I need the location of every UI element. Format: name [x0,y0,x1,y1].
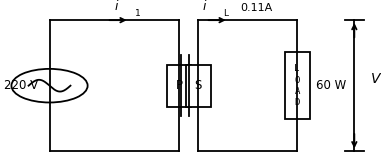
Text: $i$: $i$ [114,0,120,13]
Text: L: L [295,64,300,73]
Bar [285,52,309,119]
Text: D: D [295,98,300,107]
Text: S: S [194,79,202,92]
Text: 0.11A: 0.11A [240,3,272,13]
Text: $V$: $V$ [370,72,381,86]
Bar [167,65,191,107]
Text: 1: 1 [135,9,141,18]
Text: O: O [295,76,300,85]
Text: $i$: $i$ [202,0,207,13]
Text: 220 V: 220 V [4,79,38,92]
Bar [186,65,210,107]
Text: P: P [176,79,182,92]
Text: 60 W: 60 W [316,79,346,92]
Text: A: A [295,87,300,96]
Text: L: L [223,9,228,18]
